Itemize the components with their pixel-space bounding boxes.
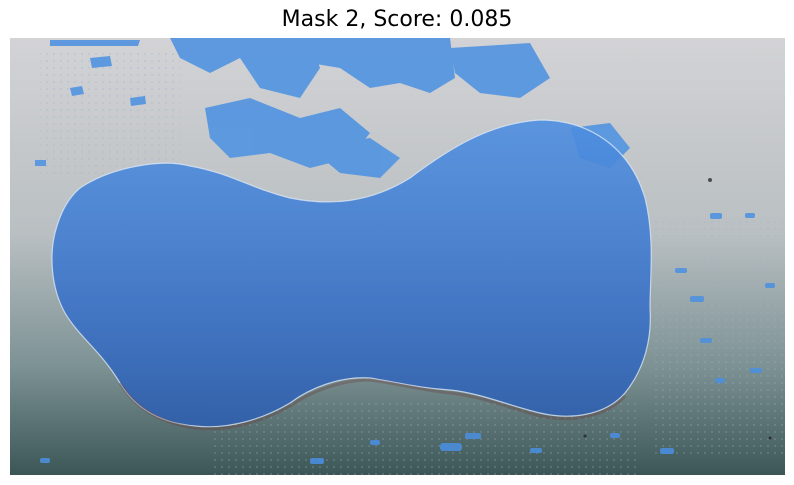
dot-texture-right <box>650 218 785 458</box>
upper-mask-fragments <box>35 38 630 178</box>
mask-edge <box>51 119 652 428</box>
segmentation-mask <box>52 120 652 427</box>
dark-specks <box>583 178 772 440</box>
dot-texture-left <box>40 48 180 178</box>
figure-title: Mask 2, Score: 0.085 <box>281 7 513 32</box>
segmentation-overlay-svg <box>10 38 785 475</box>
scattered-mask-specks <box>40 213 775 464</box>
mask-shadow <box>118 378 627 431</box>
segmentation-image <box>10 38 785 475</box>
